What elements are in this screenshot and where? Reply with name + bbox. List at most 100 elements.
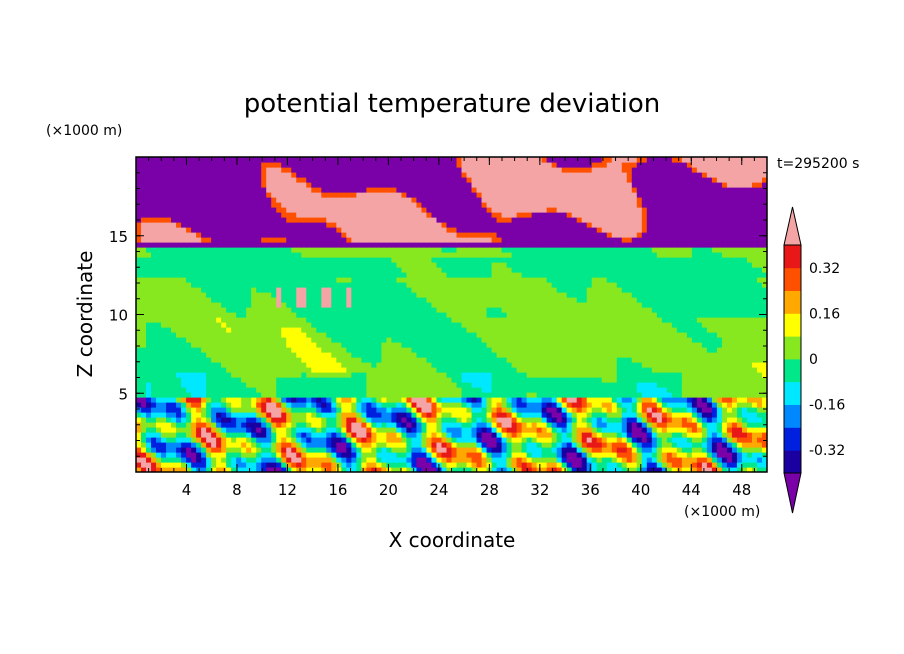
heatmap-cell <box>586 307 593 313</box>
heatmap-cell <box>686 287 693 293</box>
heatmap-cell <box>191 302 197 308</box>
heatmap-cell <box>506 387 513 393</box>
heatmap-cell <box>671 317 678 323</box>
heatmap-cell <box>696 412 703 418</box>
heatmap-cell <box>711 377 718 383</box>
heatmap-cell <box>301 452 307 458</box>
heatmap-cell <box>256 332 262 338</box>
heatmap-cell <box>371 372 377 378</box>
heatmap-cell <box>376 352 382 358</box>
heatmap-cell <box>641 442 648 448</box>
heatmap-cell <box>321 312 327 318</box>
heatmap-cell <box>231 437 237 443</box>
heatmap-cell <box>616 457 623 463</box>
heatmap-cell <box>531 402 538 408</box>
heatmap-cell <box>301 322 307 328</box>
heatmap-cell <box>236 432 242 438</box>
heatmap-cell <box>226 432 232 438</box>
heatmap-cell <box>166 457 172 463</box>
heatmap-cell <box>291 397 297 403</box>
heatmap-cell <box>761 302 767 308</box>
heatmap-cell <box>561 367 568 373</box>
heatmap-cell <box>636 302 643 308</box>
heatmap-cell <box>321 442 327 448</box>
heatmap-cell <box>391 352 398 358</box>
heatmap-cell <box>211 417 217 423</box>
heatmap-cell <box>236 297 242 303</box>
heatmap-cell <box>586 457 593 463</box>
heatmap-cell <box>741 407 748 413</box>
heatmap-cell <box>461 457 468 463</box>
heatmap-cell <box>741 417 748 423</box>
heatmap-cell <box>146 337 152 343</box>
heatmap-cell <box>716 397 723 403</box>
heatmap-cell <box>171 382 177 388</box>
heatmap-cell <box>156 317 162 323</box>
heatmap-cell <box>581 352 588 358</box>
heatmap-cell <box>226 457 232 463</box>
heatmap-cell <box>726 382 733 388</box>
heatmap-cell <box>651 412 658 418</box>
heatmap-cell <box>411 282 418 288</box>
heatmap-cell <box>606 397 613 403</box>
heatmap-cell <box>456 382 463 388</box>
heatmap-cell <box>626 422 633 428</box>
heatmap-cell <box>286 462 292 468</box>
heatmap-cell <box>306 297 312 303</box>
heatmap-cell <box>166 277 172 283</box>
heatmap-cell <box>421 452 428 458</box>
heatmap-cell <box>416 347 423 353</box>
heatmap-cell <box>516 347 523 353</box>
heatmap-cell <box>186 357 192 363</box>
heatmap-cell <box>391 417 398 423</box>
heatmap-cell <box>631 382 638 388</box>
heatmap-cell <box>736 432 743 438</box>
heatmap-cell <box>656 302 663 308</box>
heatmap-cell <box>706 282 713 288</box>
heatmap-cell <box>281 462 287 468</box>
heatmap-cell <box>626 402 633 408</box>
heatmap-cell <box>681 302 688 308</box>
heatmap-cell <box>656 317 663 323</box>
heatmap-cell <box>376 462 382 468</box>
heatmap-cell <box>531 332 538 338</box>
heatmap-cell <box>141 347 147 353</box>
heatmap-cell <box>351 362 357 368</box>
heatmap-cell <box>441 372 448 378</box>
heatmap-cell <box>456 397 463 403</box>
heatmap-cell <box>271 332 277 338</box>
heatmap-cell <box>411 412 418 418</box>
heatmap-cell <box>671 327 678 333</box>
heatmap-cell <box>696 357 703 363</box>
heatmap-cell <box>661 422 668 428</box>
heatmap-cell <box>256 282 262 288</box>
heatmap-cell <box>691 387 698 393</box>
heatmap-cell <box>616 362 623 368</box>
heatmap-cell <box>416 302 423 308</box>
heatmap-cell <box>581 392 588 398</box>
heatmap-cell <box>246 432 252 438</box>
heatmap-cell <box>206 362 212 368</box>
heatmap-cell <box>656 427 663 433</box>
heatmap-cell <box>276 327 282 333</box>
heatmap-cell <box>211 307 217 313</box>
heatmap-cell <box>711 442 718 448</box>
heatmap-cell <box>436 272 443 278</box>
heatmap-cell <box>491 317 498 323</box>
heatmap-cell <box>511 347 518 353</box>
heatmap-cell <box>261 357 267 363</box>
heatmap-cell <box>306 432 312 438</box>
heatmap-cell <box>606 327 613 333</box>
heatmap-cell <box>201 427 207 433</box>
heatmap-cell <box>286 307 292 313</box>
heatmap-cell <box>321 427 327 433</box>
heatmap-cell <box>451 427 458 433</box>
heatmap-cell <box>301 432 307 438</box>
heatmap-cell <box>406 417 413 423</box>
heatmap-cell <box>581 377 588 383</box>
heatmap-cell <box>411 337 418 343</box>
heatmap-cell <box>146 297 152 303</box>
heatmap-cell <box>466 372 473 378</box>
heatmap-cell <box>356 322 362 328</box>
heatmap-cell <box>286 422 292 428</box>
